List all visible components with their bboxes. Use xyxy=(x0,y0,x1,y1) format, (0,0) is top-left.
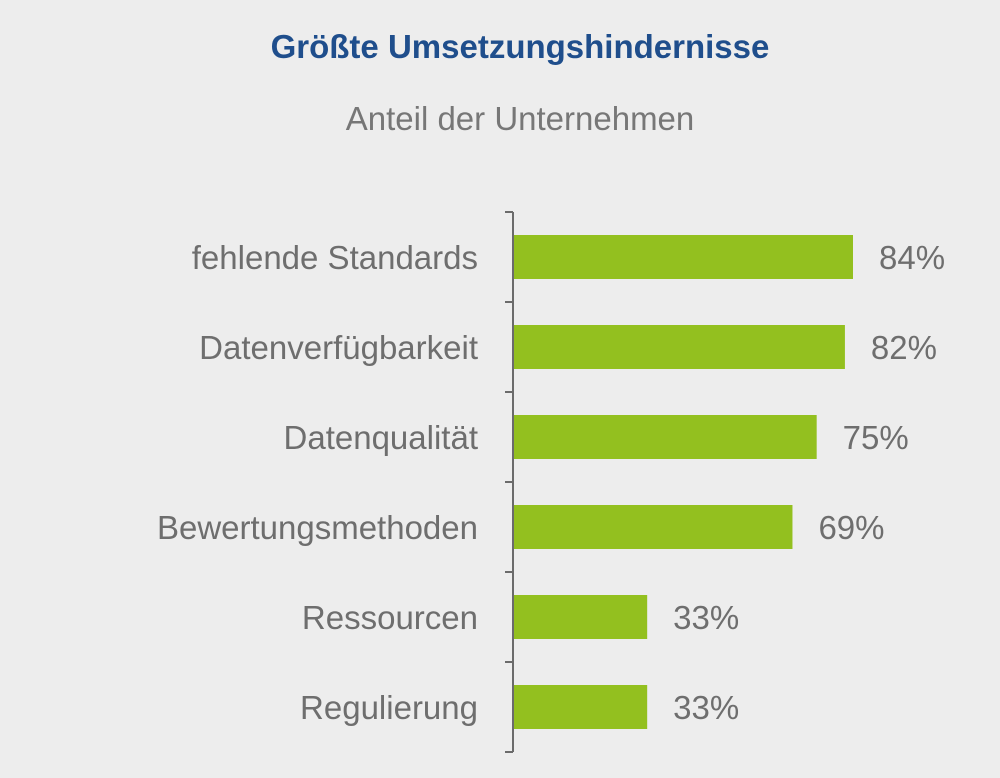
bar xyxy=(514,235,853,279)
value-label: 75% xyxy=(843,419,909,456)
value-label: 33% xyxy=(673,689,739,726)
value-label: 84% xyxy=(879,239,945,276)
value-label: 33% xyxy=(673,599,739,636)
bar xyxy=(514,325,845,369)
chart-subtitle: Anteil der Unternehmen xyxy=(345,100,695,137)
bar xyxy=(514,685,648,729)
category-label: Regulierung xyxy=(300,689,478,726)
bar xyxy=(514,505,793,549)
chart-title: Größte Umsetzungshindernisse xyxy=(270,28,770,65)
category-label: Ressourcen xyxy=(302,599,478,636)
value-label: 82% xyxy=(871,329,937,366)
category-label: fehlende Standards xyxy=(192,239,478,276)
category-label: Bewertungsmethoden xyxy=(157,509,478,546)
value-label: 69% xyxy=(818,509,884,546)
category-label: Datenqualität xyxy=(284,419,478,456)
bar xyxy=(514,415,817,459)
category-label: Datenverfügbarkeit xyxy=(199,329,478,366)
bar xyxy=(514,595,648,639)
